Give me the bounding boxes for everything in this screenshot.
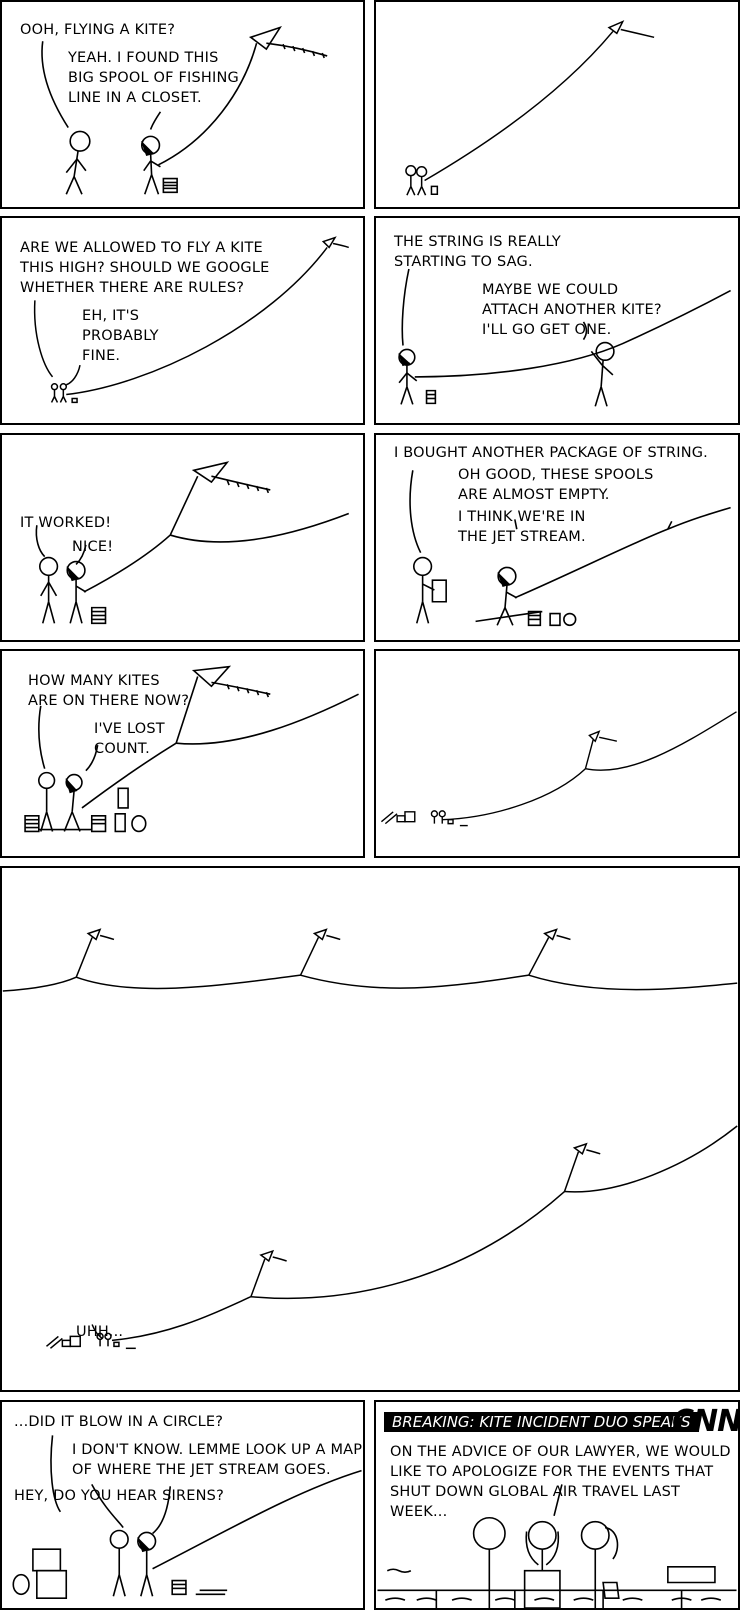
stick-figure-kite-flyer [399,349,417,404]
kite-icon [314,930,340,940]
dialogue-line-1: ON THE ADVICE OF OUR LAWYER, WE WOULD LI… [390,1444,731,1520]
spool-icon [92,608,106,624]
stick-figure-kite-flyer [525,1522,560,1608]
spools-row [25,788,146,831]
stick-figures-small [431,811,445,824]
string-coil [196,1590,227,1594]
kite-icon [609,22,654,38]
stick-figures-small [97,1333,111,1346]
kite-icon [251,28,328,58]
spool-icon [72,398,77,402]
dialogue-line-1: ...DID IT BLOW IN A CIRCLE? [14,1414,224,1430]
panel-5: IT WORKED! NICE! [0,433,365,642]
dialogue-line-1: UHH... [76,1324,124,1340]
dialogue-line-1: HOW MANY KITES ARE ON THERE NOW? [28,673,190,709]
kite-icon [545,930,571,940]
cnn-logo: CNN [672,1404,740,1439]
package-icon [432,580,446,602]
dialogue-line-3: I THINK WE'RE IN THE JET STREAM. [458,509,586,545]
dialogue-line-2: I'VE LOST COUNT. [94,721,165,757]
kite-icon [194,667,271,697]
stick-figure-friend [414,558,446,624]
kite-icon [88,930,114,940]
news-ticker [377,1567,736,1608]
panel-3: ARE WE ALLOWED TO FLY A KITE THIS HIGH? … [0,216,365,425]
dialogue-line-3: HEY, DO YOU HEAR SIRENS? [14,1488,224,1504]
spool-icon [431,186,437,194]
spools-row [529,612,576,626]
dialogue-line-1: THE STRING IS REALLY STARTING TO SAG. [394,234,561,270]
dialogue-line-1: OOH, FLYING A KITE? [20,22,176,38]
stick-figure-friend [591,343,614,407]
stick-figure-friend [40,558,58,624]
stick-figure-kite-flyer [67,562,86,624]
panel-1: OOH, FLYING A KITE? YEAH. I FOUND THIS B… [0,0,365,209]
kite-icon [261,1251,287,1261]
spool-icon [163,179,177,193]
spool-icon [172,1581,186,1595]
stick-figure-kite-flyer [64,775,82,832]
boxes-pile [13,1549,66,1598]
dialogue-line-2: NICE! [72,539,114,555]
supplies-pile [381,812,414,824]
supplies-pile [46,1336,80,1348]
panel-2 [374,0,740,209]
stick-figure-friend [474,1518,505,1608]
panel-11: BREAKING: KITE INCIDENT DUO SPEAKS CNN O… [374,1400,740,1610]
kite-icon [589,731,616,741]
dialogue-line-1: ARE WE ALLOWED TO FLY A KITE THIS HIGH? … [20,240,270,296]
dialogue-line-2: YEAH. I FOUND THIS BIG SPOOL OF FISHING … [68,50,239,106]
breaking-news-banner: BREAKING: KITE INCIDENT DUO SPEAKS [384,1412,699,1432]
kite-icon [323,238,349,248]
dialogue-line-2: I DON'T KNOW. LEMME LOOK UP A MAP OF WHE… [72,1442,363,1478]
stick-figures-small [52,384,67,403]
dialogue-line-1: I BOUGHT ANOTHER PACKAGE OF STRING. [394,445,708,461]
stick-figure-kite-flyer [497,567,517,625]
stick-figure-friend [110,1531,128,1597]
panel-10: ...DID IT BLOW IN A CIRCLE? I DON'T KNOW… [0,1400,365,1610]
stick-figure-kite-flyer [417,167,427,195]
kite-icon [194,462,271,492]
spool-icon [427,391,436,404]
stick-figure-friend [39,773,55,832]
panel-6: I BOUGHT ANOTHER PACKAGE OF STRING. OH G… [374,433,740,642]
stick-figure-kite-flyer [138,1532,156,1596]
kite-icon [574,1144,600,1154]
dialogue-line-2: EH, IT'S PROBABLY FINE. [82,308,159,364]
dialogue-line-2: MAYBE WE COULD ATTACH ANOTHER KITE? I'LL… [482,282,662,338]
stick-figure-friend [66,131,90,194]
stick-figure-friend [406,166,416,195]
panel-4: THE STRING IS REALLY STARTING TO SAG. MA… [374,216,740,425]
stick-figure-kite-flyer [142,136,161,194]
dialogue-line-2: OH GOOD, THESE SPOOLS ARE ALMOST EMPTY. [458,467,654,503]
panel-7: HOW MANY KITES ARE ON THERE NOW? I'VE LO… [0,649,365,858]
dialogue-line-1: IT WORKED! [20,515,112,531]
panel-8 [374,649,740,858]
stick-figure-woman [582,1522,619,1608]
string-on-ground [476,612,543,622]
panel-9: UHH... [0,866,740,1392]
